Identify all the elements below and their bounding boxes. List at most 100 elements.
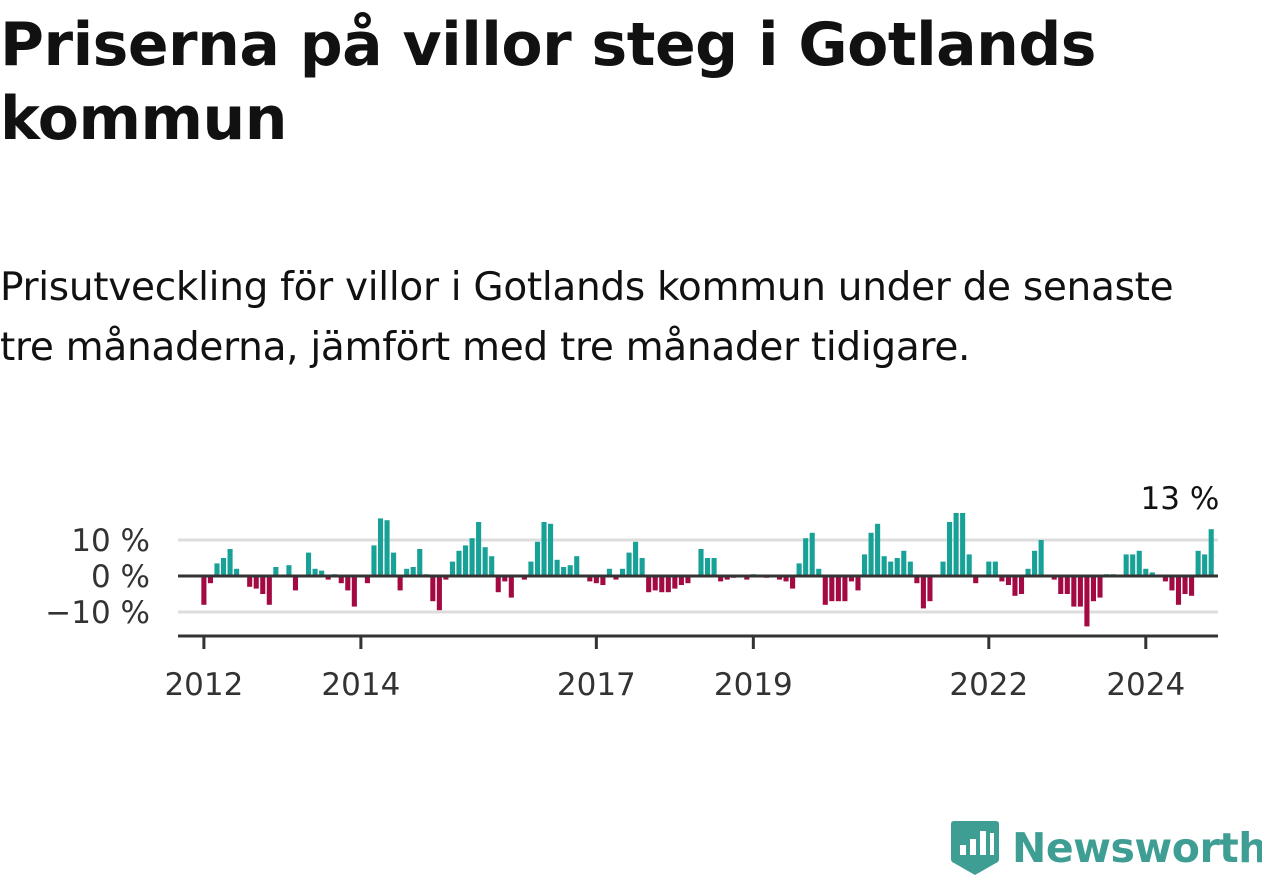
bar [907, 561, 913, 576]
bar [894, 558, 900, 576]
bar [633, 541, 639, 576]
bar [1182, 576, 1188, 594]
bar [384, 520, 390, 576]
y-tick-label: 10 % [71, 523, 150, 559]
bar [646, 576, 652, 593]
bar [1025, 568, 1031, 576]
bar [273, 567, 279, 576]
bar [1058, 576, 1064, 594]
bar [848, 576, 854, 582]
bar [410, 567, 416, 576]
bar [1149, 572, 1155, 576]
bar [626, 552, 632, 576]
bar [881, 556, 887, 576]
bar [672, 576, 678, 589]
bar [1175, 576, 1182, 605]
bar [489, 556, 495, 576]
bar [587, 576, 593, 582]
bar [613, 576, 619, 580]
newsworthy-logo: Newsworthy [950, 818, 1262, 878]
bar [1051, 576, 1057, 580]
bar [548, 523, 554, 576]
bar [678, 576, 684, 585]
bar [476, 522, 482, 576]
bar [397, 576, 403, 591]
bar [816, 568, 822, 576]
bar [220, 558, 227, 576]
bar [1162, 576, 1168, 582]
bar [247, 576, 253, 587]
bar [364, 576, 370, 584]
bar [502, 576, 508, 582]
bar [266, 576, 272, 605]
bar [992, 561, 998, 576]
bar [685, 576, 691, 584]
bar [1123, 554, 1129, 576]
bar [829, 576, 835, 602]
bar [253, 576, 259, 589]
bar [927, 576, 933, 602]
y-tick-label: −10 % [45, 595, 150, 631]
bar [861, 554, 868, 576]
bar [659, 576, 665, 593]
bar [1189, 576, 1195, 596]
newsworthy-logo-icon [951, 821, 999, 875]
bar [391, 552, 397, 576]
bar [901, 550, 907, 576]
x-tick-label: 2017 [557, 667, 636, 703]
bar [234, 568, 240, 576]
bar [1064, 576, 1070, 594]
bar [1169, 576, 1175, 591]
bar [744, 576, 750, 580]
bar [1202, 554, 1208, 576]
bar [528, 561, 534, 576]
bar [986, 561, 992, 576]
bar [783, 576, 789, 582]
bar [574, 556, 580, 576]
bar [1018, 576, 1025, 594]
bar [456, 550, 462, 576]
bar [404, 568, 410, 576]
bar [1090, 576, 1097, 602]
bar [1005, 576, 1011, 585]
latest-value-label: 13 % [1141, 481, 1220, 517]
x-tick-label: 2012 [164, 667, 243, 703]
bar [306, 552, 312, 576]
bar [1077, 576, 1083, 607]
bar [292, 576, 299, 591]
bar [809, 532, 815, 576]
bar [698, 549, 704, 576]
bar [888, 561, 894, 576]
bar [940, 561, 946, 576]
bar [541, 522, 547, 576]
bar [855, 576, 861, 591]
bar [947, 522, 953, 576]
newsworthy-wordmark: Newsworthy [1012, 824, 1262, 872]
bar [966, 554, 972, 576]
bar [914, 576, 920, 584]
bar [312, 568, 318, 576]
bar [803, 538, 809, 576]
bar [430, 576, 436, 602]
bar [1136, 550, 1142, 576]
bar [868, 532, 874, 576]
bar [436, 576, 442, 611]
bar [953, 513, 959, 576]
bar [495, 576, 501, 593]
bar [1084, 576, 1090, 627]
bar [338, 576, 344, 584]
bar [371, 545, 377, 576]
bar [842, 576, 848, 602]
bar [796, 563, 802, 576]
bar [462, 545, 469, 576]
bar [214, 563, 220, 576]
bar [835, 576, 841, 602]
bar [619, 568, 626, 576]
bar [711, 558, 717, 576]
bar [718, 576, 724, 582]
bar [593, 576, 599, 584]
bar [920, 576, 926, 609]
bar [319, 570, 325, 576]
bar [639, 558, 645, 576]
